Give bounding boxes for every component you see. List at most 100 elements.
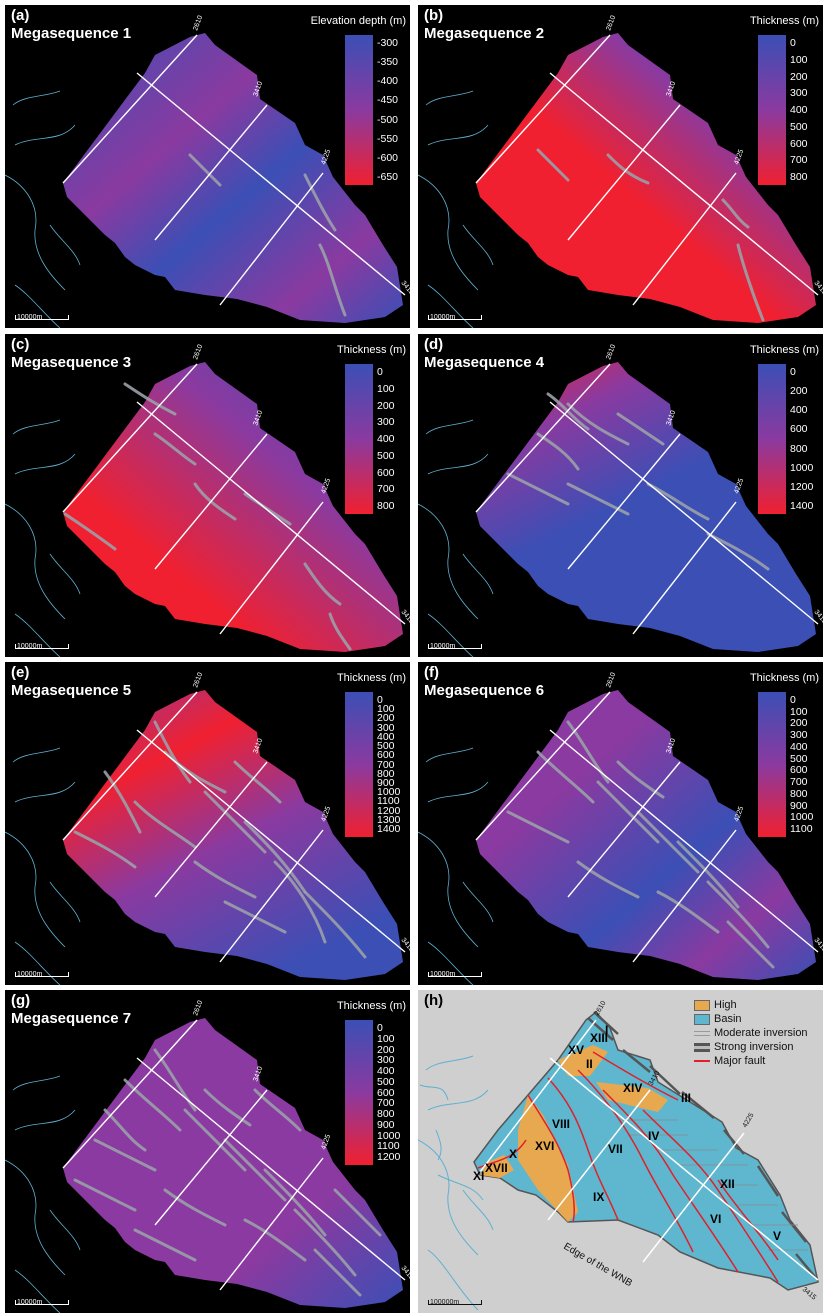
legend-fault: Major fault [694,1054,808,1068]
survey-area [63,690,403,980]
fault-trace [293,1208,357,1277]
fault-trace [193,860,257,899]
scale-bar-label: 10000m [17,314,43,321]
seismic-line [62,691,198,841]
coastline-outline [5,1075,81,1313]
coastline-outline [418,1055,494,1311]
fault-trace [566,482,630,516]
panel-label: (a) [11,7,30,24]
fault-trace [188,153,222,187]
line-label: 3415 [399,937,410,954]
line-label: 3415 [812,937,823,954]
megasequence-map-svg: 2610 3410 4225 3415 [5,15,410,328]
scale-tick-label: 500 [790,752,808,765]
scale-tick-label: 0 [377,694,383,706]
fault-trace [576,860,640,899]
megasequence-map-svg: 2610 3410 4225 3415 [418,672,823,985]
scale-tick-label: 800 [377,1108,395,1120]
seismic-line [154,433,268,570]
scale-tick-label: 1100 [377,1140,400,1153]
fault-trace [706,880,770,949]
line-label: 4225 [733,806,745,823]
scale-tick-label: 1100 [790,823,813,835]
legend-title: Thickness (m) [749,15,819,27]
scale-tick-label: -650 [377,171,399,183]
scale-tick-label: 1000 [790,811,814,824]
scale-tick-label: 1000 [377,786,401,799]
seismic-line [567,761,681,898]
scale-tick-label: 1000 [790,461,814,474]
scale-tick-label: 800 [790,171,808,183]
region-xiii: XIII [590,1031,608,1045]
legend-basin-label: Basin [714,1013,742,1025]
color-scale-bar [345,692,373,837]
seismic-line [567,433,681,570]
fault-swatch [694,1060,710,1062]
scale-tick-label: 0 [790,366,796,378]
scale-bar: 10000m [15,1299,69,1306]
color-scale-bar [345,1020,373,1165]
scale-tick-label: 400 [790,104,808,116]
region-ii: II [586,1057,593,1071]
major-faults [477,1051,779,1283]
panel-megasequence-3: 2610 3410 4225 3415 (c) Megasequence 3 Thickne… [5,334,410,657]
legend-fault-label: Major fault [714,1055,766,1067]
map-legend: High Basin Moderate inversion Strong inv… [694,998,808,1068]
scale-tick-label: 300 [377,416,395,429]
fault-trace [736,243,765,322]
seismic-line [632,172,737,306]
panel-label: (h) [424,992,444,1009]
strong-swatch [694,1042,710,1052]
region-xv: XV [568,1043,584,1057]
line-label: 3415 [399,1265,410,1282]
scale-tick-label: 600 [790,423,808,436]
scale-tick-label: 700 [377,1097,395,1110]
panel-megasequence-4: 2610 3410 4225 3415 (d) Megasequence 4 Thickne… [418,334,823,657]
seismic-line [219,172,324,306]
panel-label: (e) [11,664,30,681]
color-scale-bar [345,364,373,514]
line-label: 4225 [320,149,332,166]
survey-area [476,362,816,652]
scale-bar-label: 10000m [430,314,456,321]
fault-trace [133,1228,197,1262]
survey-area [63,362,403,652]
color-scale-bar [758,692,786,837]
seismic-line [567,104,681,241]
scale-tick-label: 700 [377,758,395,771]
fault-trace [263,1168,327,1237]
line-label-4225: 4225 [742,1112,756,1129]
fault-trace [506,810,570,844]
fault-trace [273,860,327,944]
fault-trace [253,1088,302,1132]
region-iv: IV [648,1129,659,1143]
region-ix: IX [593,1190,604,1204]
panel-megasequence-5: 2610 3410 4225 3415 (e) Megasequence 5 Thickne… [5,662,410,985]
fault-trace [616,412,665,446]
scale-tick-label: -500 [377,113,399,126]
scale-tick-label: 900 [377,776,395,789]
color-scale-bar [758,364,786,514]
scale-tick-label: 200 [377,712,395,725]
legend-basin: Basin [694,1012,808,1026]
scale-bar: 10000m [15,643,69,650]
region-v: V [773,1229,781,1243]
line-label-2610: 2610 [594,1000,608,1017]
panel-megasequence-7: 2610 3410 4225 3415 (g) Megasequence 7 Thickne… [5,990,410,1313]
region-viii: VIII [552,1117,570,1131]
seismic-line [62,363,198,513]
legend-high-label: High [714,999,737,1011]
line-label: 3415 [812,280,823,297]
scale-bar: 10000m [428,314,482,321]
survey-area [476,33,816,323]
fault-trace [153,432,197,466]
scale-tick-label: 300 [790,729,808,742]
seismic-line [549,72,819,296]
edge-of-wnb-label: Edge of the WNB [562,1241,635,1289]
color-scale-bar [758,35,786,185]
seismic-line [154,104,268,241]
scale-tick-label: 500 [377,1075,395,1088]
scale-tick-label: -450 [377,94,399,107]
line-label: 3410 [252,1066,264,1083]
scale-tick-label: 200 [377,399,395,412]
